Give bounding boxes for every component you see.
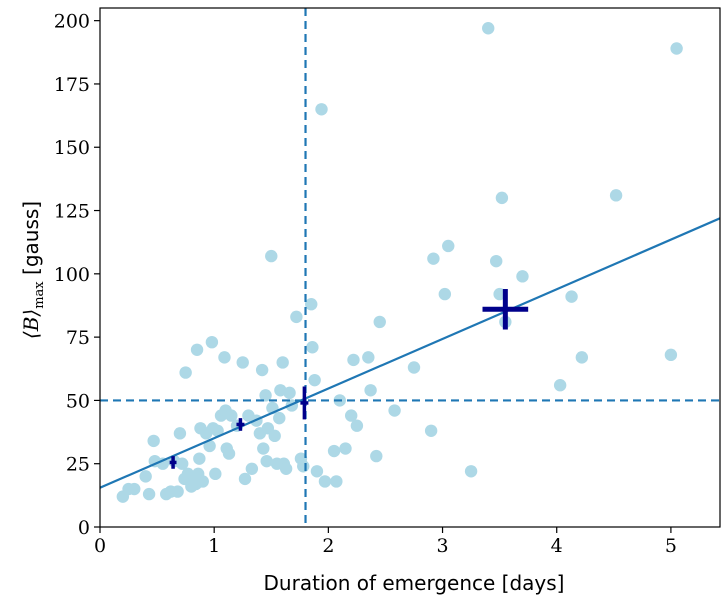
fit-line xyxy=(100,217,720,489)
x-tick-label: 4 xyxy=(551,535,563,557)
data-point xyxy=(308,373,321,387)
data-point xyxy=(297,460,310,473)
data-point xyxy=(318,475,332,488)
data-point xyxy=(565,290,578,303)
data-point xyxy=(370,449,383,463)
data-point xyxy=(427,252,440,265)
data-point xyxy=(196,475,209,488)
data-point xyxy=(388,404,401,417)
data-point xyxy=(142,487,156,501)
y-tick-label: 200 xyxy=(54,11,90,33)
data-point xyxy=(424,424,438,437)
error-bar xyxy=(169,456,177,469)
data-point xyxy=(442,239,455,253)
y-tick-label: 75 xyxy=(66,327,90,349)
error-bar xyxy=(482,289,529,330)
data-point xyxy=(245,462,259,475)
data-point xyxy=(205,335,219,349)
data-point xyxy=(147,434,160,448)
x-tick-label: 5 xyxy=(665,535,677,557)
data-point xyxy=(373,315,386,329)
data-point xyxy=(265,249,278,263)
data-point xyxy=(464,465,478,478)
data-point xyxy=(176,457,189,470)
error-bar xyxy=(300,386,309,420)
data-point xyxy=(407,361,421,374)
error-bar xyxy=(236,418,245,431)
data-point xyxy=(347,353,360,367)
data-point xyxy=(339,442,352,455)
data-point xyxy=(203,439,216,453)
data-point xyxy=(276,356,289,369)
data-point xyxy=(255,363,269,377)
data-point xyxy=(315,103,328,116)
data-point xyxy=(310,465,324,478)
data-point xyxy=(218,351,231,364)
data-point xyxy=(364,384,377,397)
data-point xyxy=(664,348,678,362)
data-point xyxy=(236,356,249,369)
x-tick-label: 2 xyxy=(322,535,334,557)
y-tick-label: 150 xyxy=(54,137,90,159)
data-point xyxy=(344,409,358,422)
data-point xyxy=(670,42,683,55)
y-tick-label: 125 xyxy=(54,201,90,223)
x-axis-label: Duration of emergence [days] xyxy=(264,571,565,595)
y-tick-label: 175 xyxy=(54,74,90,96)
x-tick-label: 3 xyxy=(436,535,448,557)
data-point xyxy=(209,467,222,481)
plot-area xyxy=(100,8,720,527)
data-point xyxy=(179,366,192,379)
data-point xyxy=(190,343,204,356)
data-point xyxy=(482,22,495,35)
data-point xyxy=(279,462,293,475)
data-point xyxy=(268,429,281,443)
data-point xyxy=(273,411,286,425)
data-point xyxy=(128,482,141,496)
data-point xyxy=(211,424,224,437)
data-point xyxy=(305,298,318,311)
data-point xyxy=(260,454,273,468)
y-axis-label: ⟨B⟩max [gauss] xyxy=(19,201,47,339)
data-point xyxy=(238,472,252,486)
data-point xyxy=(330,475,343,488)
data-point xyxy=(493,287,506,301)
x-tick-label: 1 xyxy=(208,535,220,557)
y-axis-label-sub: max xyxy=(32,281,47,309)
data-point xyxy=(490,254,503,268)
data-point xyxy=(156,457,169,470)
y-tick-label: 25 xyxy=(66,454,90,476)
data-point xyxy=(306,341,319,354)
data-point xyxy=(438,287,452,301)
data-point xyxy=(495,191,509,205)
data-point xyxy=(225,409,238,422)
y-axis-label-main: ⟨B⟩ xyxy=(19,309,43,339)
y-tick-label: 0 xyxy=(78,517,90,539)
data-point xyxy=(350,419,364,432)
data-point xyxy=(516,270,529,283)
data-point xyxy=(609,189,623,202)
data-point xyxy=(222,447,236,460)
data-point xyxy=(283,386,296,400)
data-point xyxy=(173,427,187,440)
data-point xyxy=(575,351,589,364)
data-point xyxy=(362,351,375,364)
plot-frame xyxy=(99,7,721,528)
data-point xyxy=(193,452,206,465)
data-point xyxy=(257,442,270,455)
data-point xyxy=(259,389,272,402)
data-point xyxy=(327,444,341,458)
data-point xyxy=(290,310,303,324)
y-axis-label-unit: [gauss] xyxy=(19,201,43,281)
y-tick-label: 50 xyxy=(66,390,90,412)
x-tick-label: 0 xyxy=(94,535,106,557)
data-point xyxy=(553,379,567,392)
data-point xyxy=(139,470,152,483)
data-point xyxy=(171,485,184,498)
y-tick-label: 100 xyxy=(54,264,90,286)
